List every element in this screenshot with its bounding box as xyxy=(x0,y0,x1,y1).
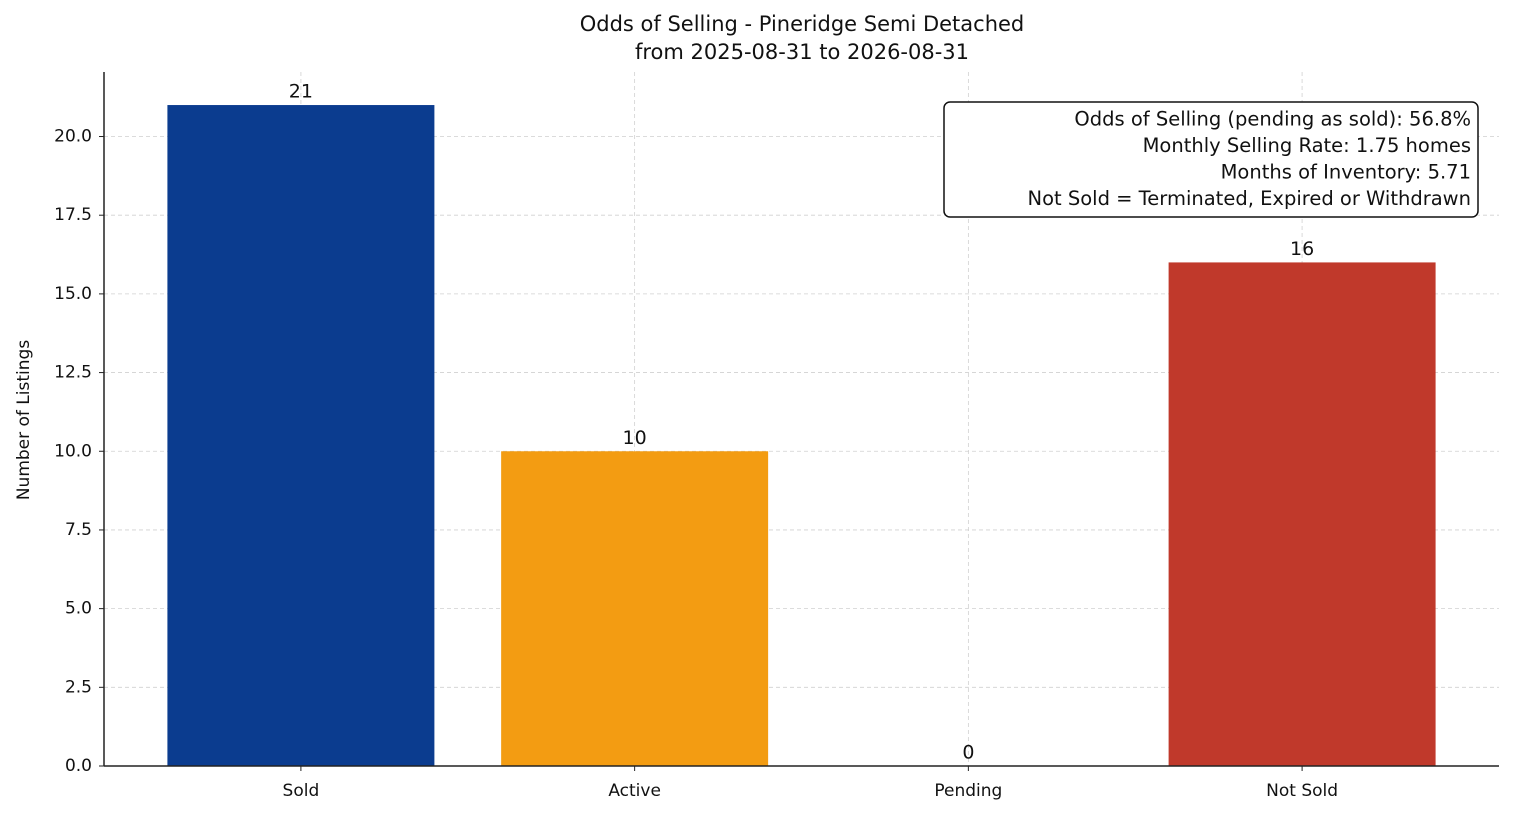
y-tick-label: 10.0 xyxy=(54,441,92,461)
y-tick-label: 17.5 xyxy=(54,205,92,225)
y-tick-label: 20.0 xyxy=(54,127,92,147)
value-label: 10 xyxy=(623,427,647,449)
annotation-line: Months of Inventory: 5.71 xyxy=(1221,161,1471,184)
value-label: 0 xyxy=(962,742,974,764)
y-tick-label: 2.5 xyxy=(65,677,92,697)
y-tick-label: 7.5 xyxy=(65,520,92,540)
y-tick-label: 5.0 xyxy=(65,599,92,619)
chart-title: Odds of Selling - Pineridge Semi Detache… xyxy=(580,12,1025,36)
y-tick-label: 12.5 xyxy=(54,363,92,383)
x-tick-label: Sold xyxy=(283,781,320,801)
bar xyxy=(501,451,769,766)
y-tick-label: 15.0 xyxy=(54,284,92,304)
x-tick-label: Active xyxy=(608,781,661,801)
annotation-box xyxy=(943,101,1479,218)
y-axis-label: Number of Listings xyxy=(14,340,34,500)
x-tick-label: Not Sold xyxy=(1266,781,1338,801)
y-tick-label: 0.0 xyxy=(65,756,92,776)
annotation-line: Not Sold = Terminated, Expired or Withdr… xyxy=(1027,187,1471,210)
chart-subtitle: from 2025-08-31 to 2026-08-31 xyxy=(635,40,969,64)
annotation-line: Odds of Selling (pending as sold): 56.8% xyxy=(1074,108,1471,131)
bar xyxy=(167,105,435,767)
value-label: 16 xyxy=(1290,238,1314,260)
bar xyxy=(1168,262,1436,766)
value-label: 21 xyxy=(289,81,313,103)
x-tick-label: Pending xyxy=(934,781,1002,801)
annotation-line: Monthly Selling Rate: 1.75 homes xyxy=(1143,134,1471,157)
